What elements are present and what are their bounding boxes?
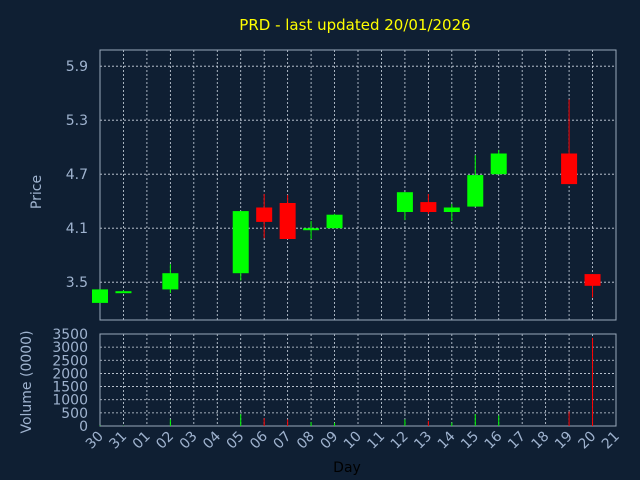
x-tick-label: 16 [482, 428, 506, 452]
x-tick-label: 18 [529, 429, 553, 453]
candle-body [256, 207, 273, 222]
price-panel: 3.5 4.1 4.7 5.3 5.9 [66, 49, 617, 321]
candle-body [115, 291, 132, 294]
price-tick-label: 5.9 [66, 59, 88, 75]
volume-axis-label: Volume (0000) [19, 330, 35, 433]
chart-title: PRD - last updated 20/01/2026 [239, 16, 470, 34]
volume-tick-label: 3500 [52, 327, 88, 343]
x-tick-label: 12 [388, 429, 412, 453]
candle-body [92, 289, 108, 303]
x-tick-label: 06 [247, 428, 271, 452]
candle-body [467, 175, 484, 207]
candle-body [561, 153, 578, 185]
x-axis-label: Day [333, 460, 361, 476]
x-tick-label: 13 [411, 429, 435, 453]
x-tick-label: 09 [317, 429, 341, 453]
x-tick-label: 07 [271, 429, 295, 453]
x-axis: 30 31 01 02 03 04 05 06 07 08 09 10 11 12 13 14 15 16 17 18… [83, 428, 623, 452]
volume-tick-label: 1000 [52, 393, 88, 409]
price-axis-label: Price [29, 175, 45, 209]
x-tick-label: 05 [224, 429, 248, 453]
x-tick-label: 02 [153, 429, 177, 453]
candle-body [443, 207, 460, 212]
candle-body [490, 153, 507, 175]
x-tick-label: 03 [177, 429, 201, 453]
volume-tick-label: 0 [79, 419, 88, 435]
x-tick-label: 04 [200, 428, 224, 452]
candle-body [420, 202, 437, 212]
x-tick-label: 17 [505, 429, 529, 453]
volume-tick-label: 3000 [52, 340, 88, 356]
candle-body [584, 274, 601, 286]
volume-tick-label: 2500 [52, 353, 88, 369]
candle-body [303, 228, 320, 231]
candle-body [162, 273, 179, 290]
x-tick-label: 14 [435, 428, 459, 452]
x-tick-label: 08 [294, 429, 318, 453]
x-tick-label: 31 [106, 429, 130, 453]
candle-body [279, 203, 296, 239]
price-plot-frame [99, 49, 617, 321]
price-tick-label: 4.7 [66, 167, 88, 183]
price-tick-label: 5.3 [66, 113, 88, 129]
x-tick-label: 15 [458, 429, 482, 453]
x-tick-label: 01 [130, 429, 154, 453]
x-tick-label: 21 [599, 429, 623, 453]
x-tick-label: 20 [575, 429, 599, 453]
x-tick-label: 11 [364, 429, 388, 453]
x-tick-label: 10 [341, 429, 365, 453]
volume-tick-label: 1500 [52, 380, 88, 396]
volume-tick-label: 2000 [52, 366, 88, 382]
volume-tick-label: 500 [61, 406, 88, 422]
candle-body [326, 214, 343, 229]
candle-body [396, 192, 413, 212]
x-tick-label: 19 [552, 429, 576, 453]
price-tick-label: 4.1 [66, 221, 88, 237]
volume-plot-frame [99, 333, 617, 427]
candle-body [232, 211, 249, 274]
price-tick-label: 3.5 [66, 275, 88, 291]
